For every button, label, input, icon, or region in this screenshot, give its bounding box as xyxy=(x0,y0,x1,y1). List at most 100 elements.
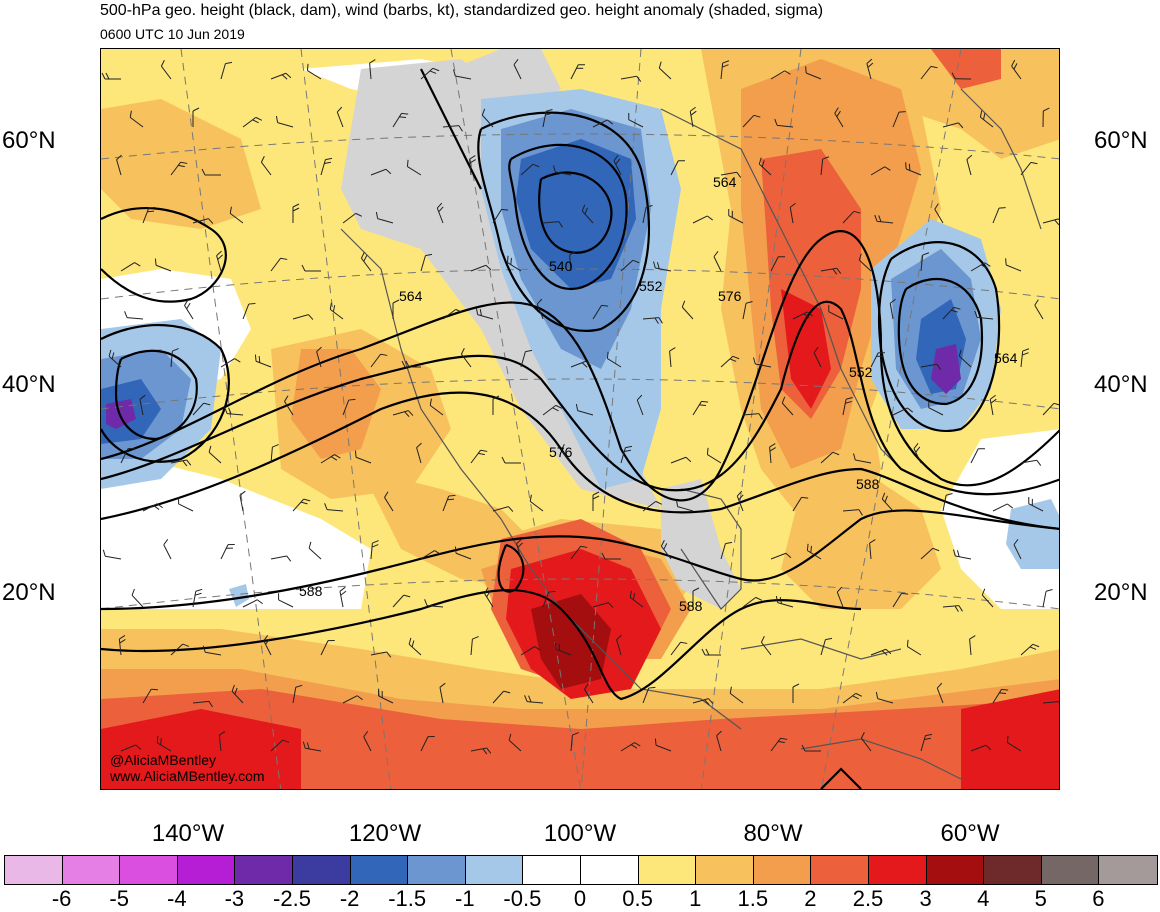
wind-barb xyxy=(378,689,394,704)
wind-barb-shaft xyxy=(370,651,387,656)
wind-barb-feather xyxy=(858,253,862,261)
wind-barb xyxy=(928,401,944,416)
wind-barb xyxy=(920,65,938,80)
wind-barb xyxy=(920,547,940,560)
wind-barb xyxy=(920,363,942,370)
wind-barb-feather xyxy=(101,72,106,80)
colorbar-cell xyxy=(926,856,985,884)
wind-barb-feather xyxy=(853,453,856,461)
wind-barb xyxy=(529,494,544,512)
wind-barb-feather xyxy=(585,360,592,367)
wind-barb-feather xyxy=(678,160,685,162)
wind-barb-feather xyxy=(690,110,697,116)
wind-barb-shaft xyxy=(529,500,544,512)
wind-barb-feather xyxy=(936,363,942,370)
wind-barb xyxy=(570,64,585,80)
wind-barb xyxy=(706,447,722,464)
wind-barb-shaft xyxy=(770,256,779,272)
wind-barb-feather xyxy=(306,742,310,750)
wind-barb-feather xyxy=(256,599,263,605)
contour-label: 564 xyxy=(994,350,1018,366)
wind-barb-feather xyxy=(275,115,279,123)
wind-barb xyxy=(842,509,863,516)
wind-barb-feather xyxy=(217,254,223,260)
wind-barb xyxy=(216,250,223,272)
wind-barb xyxy=(120,448,135,464)
wind-barb-feather xyxy=(178,164,185,168)
wind-barb-feather xyxy=(300,501,308,505)
wind-barb xyxy=(192,588,203,608)
wind-barb xyxy=(992,688,1009,704)
wind-barb xyxy=(360,251,372,272)
wind-barb-shaft xyxy=(892,111,900,128)
wind-barb-feather xyxy=(878,352,885,354)
wind-barb-feather xyxy=(928,401,930,408)
wind-barb-feather xyxy=(781,396,786,404)
wind-barb xyxy=(370,353,388,368)
wind-barb xyxy=(906,639,922,656)
wind-barb xyxy=(406,159,422,176)
wind-barb xyxy=(292,203,300,223)
wind-barb-feather xyxy=(475,307,479,315)
wind-barb-shaft xyxy=(1020,162,1032,176)
wind-barb-feather xyxy=(182,460,188,467)
wind-barb-shaft xyxy=(955,555,972,560)
wind-barb-shaft xyxy=(655,744,672,752)
wind-barb-feather xyxy=(654,317,659,324)
wind-barb xyxy=(870,166,891,176)
wind-barb-feather xyxy=(592,491,600,496)
wind-barb-feather xyxy=(447,498,455,501)
wind-barb xyxy=(1042,218,1059,226)
wind-barb xyxy=(469,155,476,176)
wind-barb xyxy=(889,298,896,320)
wind-barb-feather xyxy=(1022,348,1030,352)
wind-barb-feather xyxy=(969,635,976,640)
wind-barb-shaft xyxy=(942,605,959,608)
colorbar-cell xyxy=(984,856,1042,884)
wind-barb-shaft xyxy=(263,640,272,656)
wind-barb-feather xyxy=(705,648,710,656)
wind-barb-feather xyxy=(558,643,561,651)
wind-barb-shaft xyxy=(992,503,1008,512)
wind-barb xyxy=(124,311,144,320)
wind-barb xyxy=(492,690,511,704)
wind-barb-shaft xyxy=(760,641,772,656)
wind-barb-shaft xyxy=(320,640,329,656)
wind-barb-shaft xyxy=(613,160,622,176)
wind-barb xyxy=(942,605,963,612)
wind-barb xyxy=(284,395,294,416)
wind-barb xyxy=(542,109,553,128)
wind-barb xyxy=(424,599,444,608)
wind-barb xyxy=(354,450,372,464)
wind-barb-feather xyxy=(569,251,576,256)
wind-barb-feather xyxy=(907,407,914,413)
wind-barb xyxy=(842,397,853,416)
wind-barb-shaft xyxy=(216,255,222,272)
wind-barb-feather xyxy=(915,446,921,453)
wind-barb-shaft xyxy=(320,454,335,464)
wind-barb-feather xyxy=(151,688,158,691)
lon-label-120w: 120°W xyxy=(348,820,422,847)
wind-barb-feather xyxy=(486,747,492,754)
wind-barb-feather xyxy=(278,593,280,600)
wind-barb xyxy=(442,125,463,132)
wind-barb-shaft xyxy=(308,547,322,560)
wind-barb-shaft xyxy=(227,413,244,416)
height-contour xyxy=(820,767,862,789)
wind-barb-feather xyxy=(836,110,841,117)
wind-barb-shaft xyxy=(820,451,834,464)
wind-barb-shaft xyxy=(542,221,559,224)
wind-barb-feather xyxy=(484,587,489,594)
wind-barb-shaft xyxy=(728,215,744,224)
wind-barb xyxy=(336,106,344,128)
wind-barb-feather xyxy=(608,602,614,608)
wind-barb-feather xyxy=(224,407,228,414)
wind-barb-shaft xyxy=(342,695,358,704)
wind-barb-shaft xyxy=(577,410,594,416)
wind-barb-feather xyxy=(399,116,407,118)
wind-barb-shaft xyxy=(142,689,152,704)
wind-barb-shaft xyxy=(866,63,872,80)
height-contour xyxy=(477,111,650,332)
wind-barb-shaft xyxy=(470,747,487,752)
wind-barb xyxy=(781,396,794,416)
